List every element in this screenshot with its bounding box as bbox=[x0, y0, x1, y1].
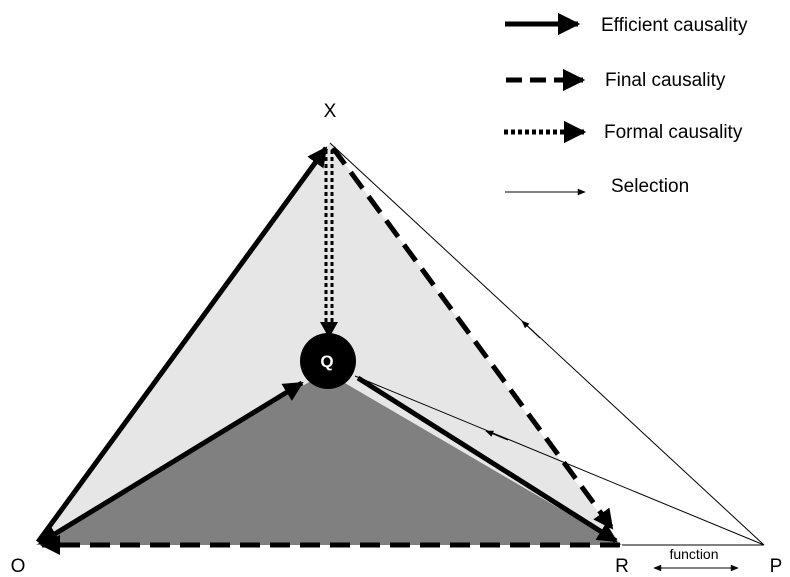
legend: Efficient causality Final causality Form… bbox=[504, 12, 748, 197]
selection-arrow-q-p bbox=[485, 430, 509, 441]
efficient-arrow-o-q bbox=[38, 380, 304, 546]
legend-final-label: Final causality bbox=[605, 70, 726, 91]
formal-arrowhead-x-q bbox=[320, 322, 338, 338]
node-x-label: X bbox=[324, 101, 337, 122]
node-q-label: Q bbox=[320, 352, 333, 371]
node-q-circle bbox=[300, 333, 356, 389]
selection-line-x-p bbox=[329, 142, 765, 546]
node-r-label: R bbox=[615, 556, 629, 577]
legend-efficient-label: Efficient causality bbox=[601, 15, 748, 36]
selection-line-q-p bbox=[354, 375, 765, 546]
node-p-label: P bbox=[770, 556, 783, 577]
selection-arrow-x-p bbox=[521, 320, 541, 339]
efficient-arrow-q-r bbox=[356, 375, 618, 544]
final-arrow-x-r bbox=[330, 146, 615, 530]
legend-formal-label: Formal causality bbox=[604, 122, 743, 143]
node-o-label: O bbox=[11, 556, 26, 577]
legend-selection-label: Selection bbox=[611, 176, 689, 197]
function-label: function bbox=[669, 546, 718, 562]
